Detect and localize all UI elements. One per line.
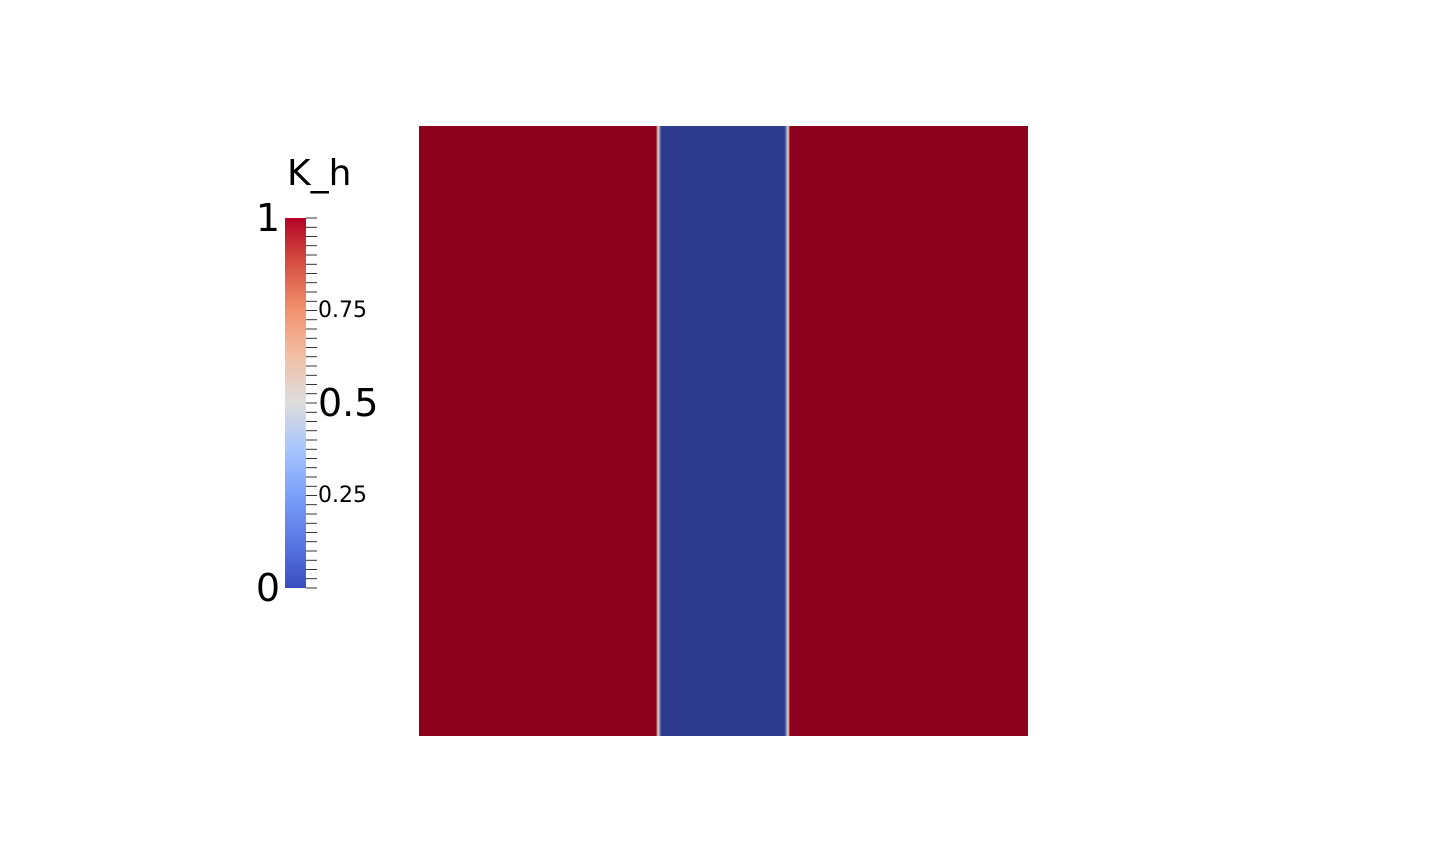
colorbar-title: K_h xyxy=(287,153,352,194)
colorbar-label: 0.5 xyxy=(318,381,379,425)
colorbar-label: 0.75 xyxy=(318,297,367,323)
colorbar-label: 0.25 xyxy=(318,482,367,508)
colorbar-label: 1 xyxy=(255,196,280,240)
colorbar-label: 0 xyxy=(255,566,280,610)
colorbar-gradient xyxy=(285,218,306,588)
field-low-band xyxy=(654,126,792,736)
colorbar-ticks xyxy=(306,217,317,589)
